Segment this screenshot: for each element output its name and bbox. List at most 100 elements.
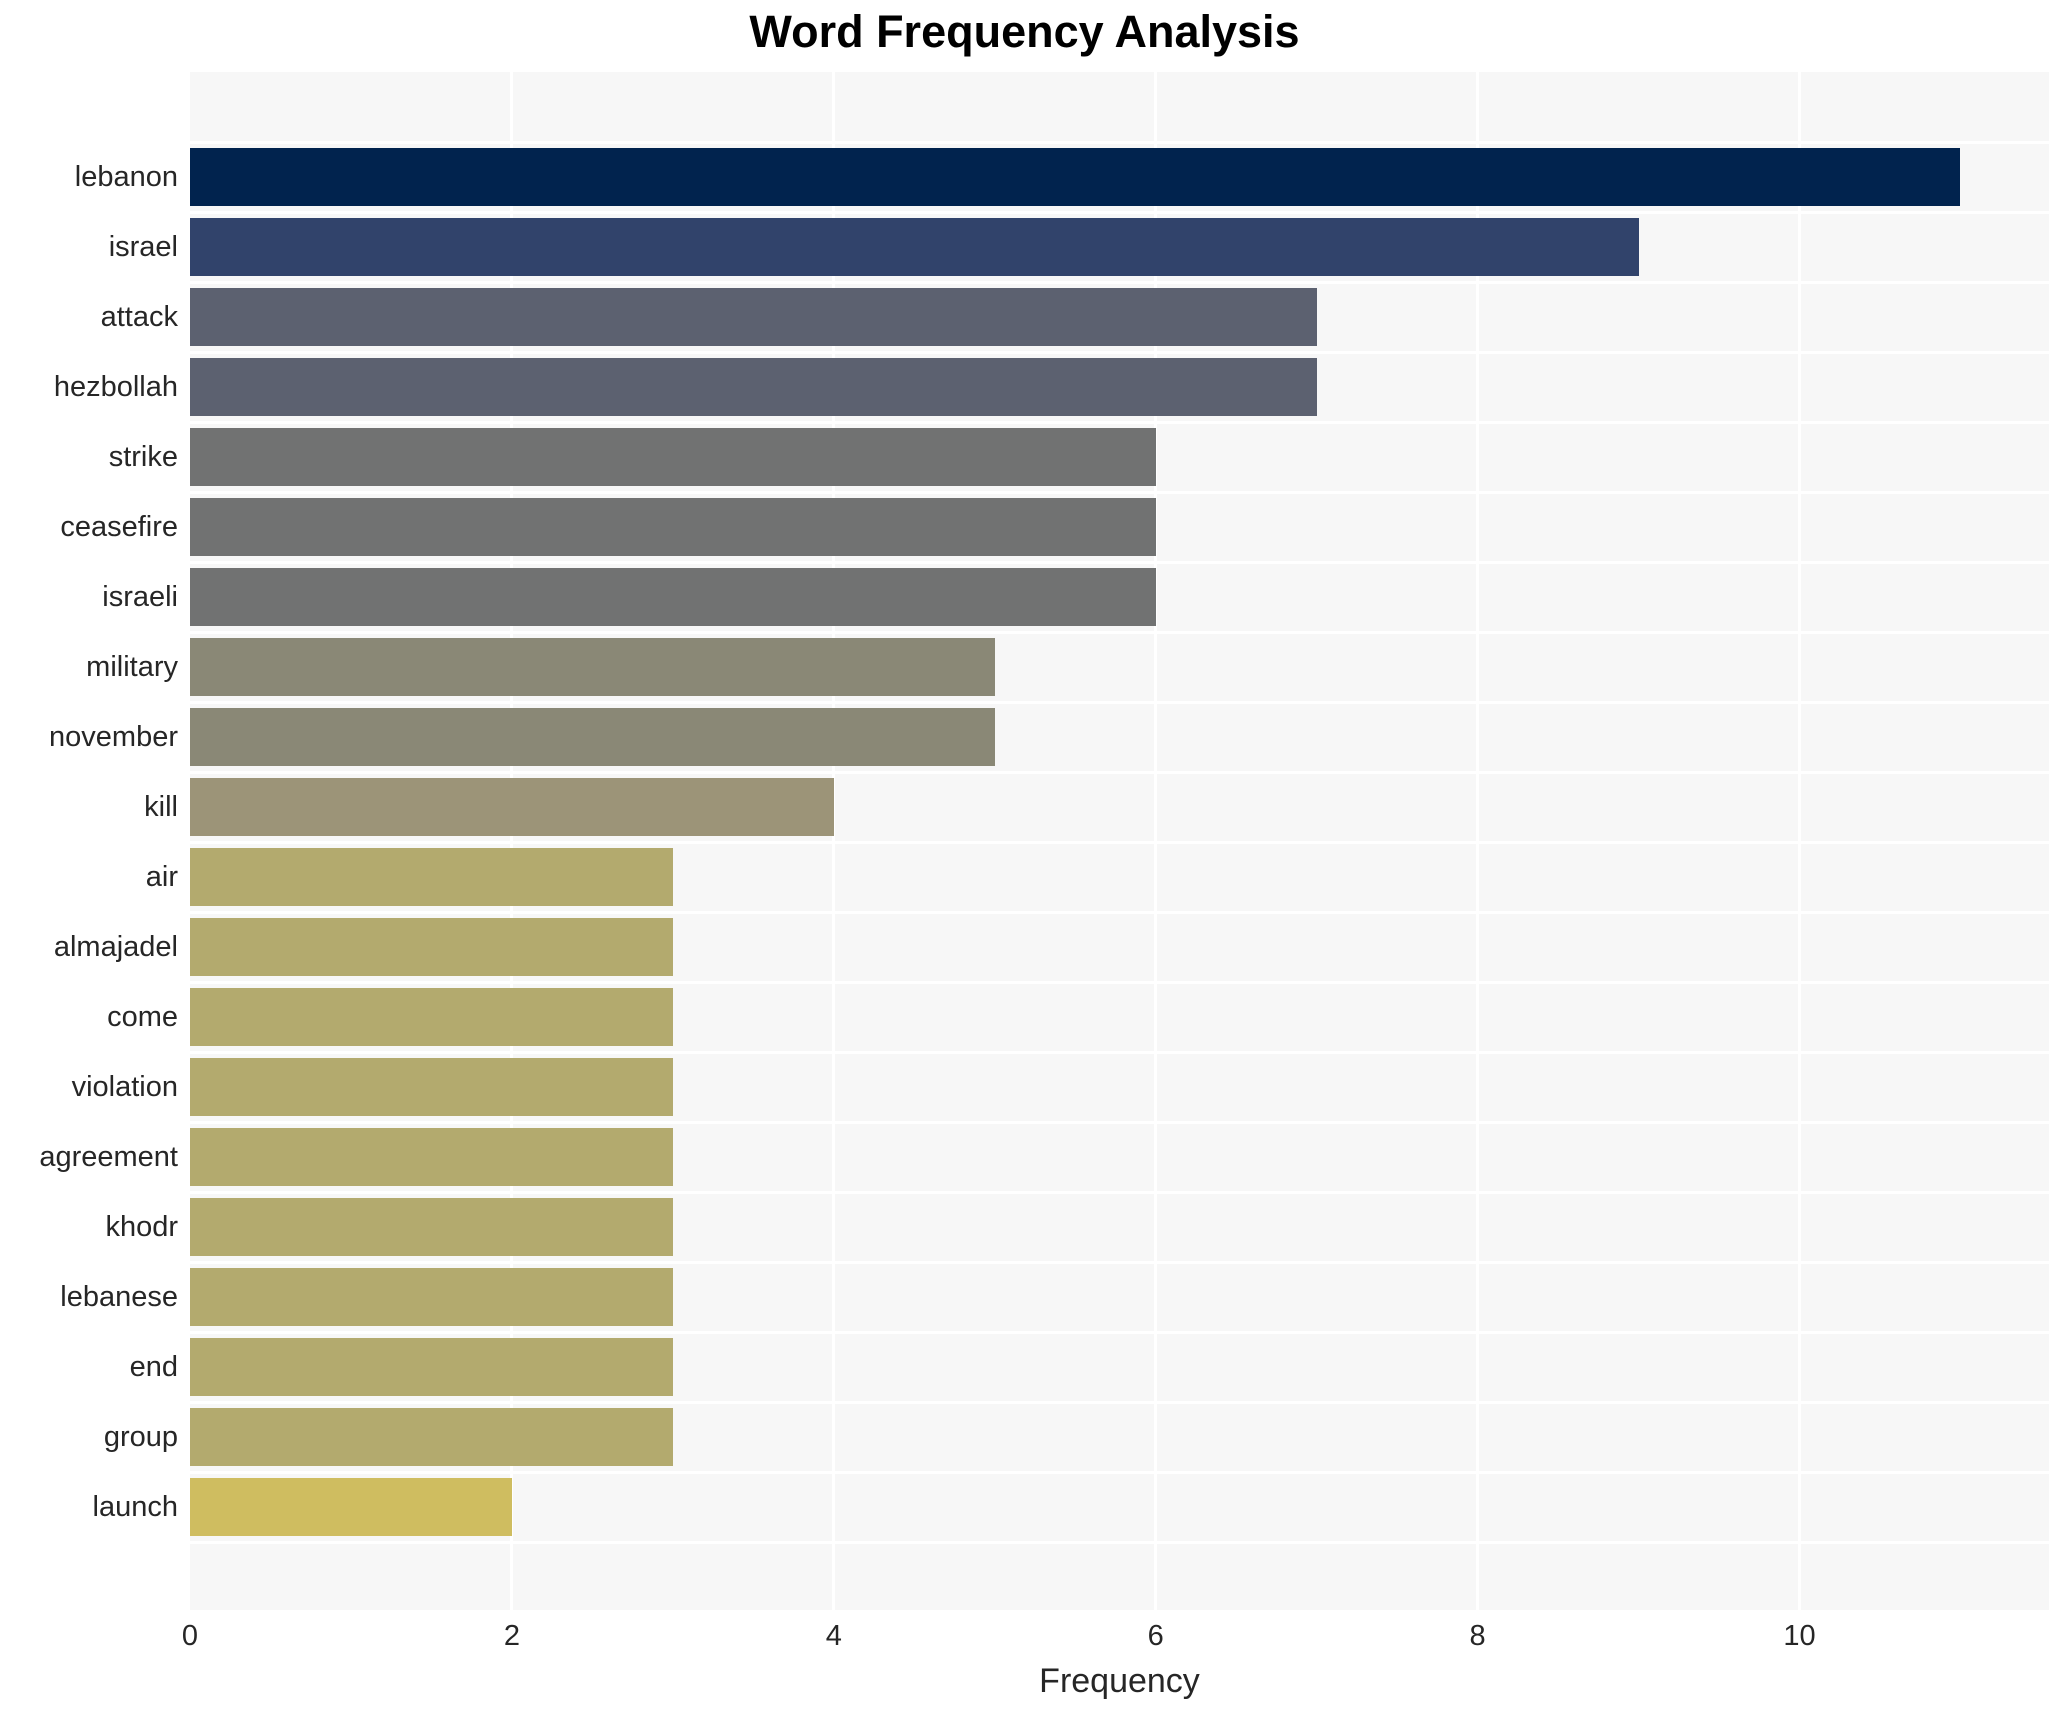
x-tick-label: 4 — [825, 1620, 842, 1652]
bar-row: attack — [0, 282, 2049, 352]
horizontal-gridline — [190, 560, 2049, 564]
bar-row: launch — [0, 1472, 2049, 1542]
bar — [190, 218, 1639, 276]
horizontal-gridline — [190, 210, 2049, 214]
bar-row: november — [0, 702, 2049, 772]
bar-row: israeli — [0, 562, 2049, 632]
bar-zone — [190, 912, 2049, 982]
horizontal-gridline — [190, 1050, 2049, 1054]
category-label: ceasefire — [60, 511, 178, 543]
bar-zone — [190, 492, 2049, 562]
bar — [190, 1268, 673, 1326]
x-tick-label: 6 — [1147, 1620, 1164, 1652]
x-tick-label: 2 — [503, 1620, 520, 1652]
bar-row: agreement — [0, 1122, 2049, 1192]
bar — [190, 918, 673, 976]
category-label: violation — [71, 1071, 178, 1103]
horizontal-gridline — [190, 420, 2049, 424]
bar-zone — [190, 772, 2049, 842]
category-label: lebanon — [74, 161, 178, 193]
bar-zone — [190, 142, 2049, 212]
bar — [190, 1408, 673, 1466]
bar-row: lebanese — [0, 1262, 2049, 1332]
category-label: almajadel — [53, 931, 178, 963]
category-label: end — [129, 1351, 178, 1383]
horizontal-gridline — [190, 770, 2049, 774]
bar-row: come — [0, 982, 2049, 1052]
category-label: israeli — [102, 581, 178, 613]
horizontal-gridline — [190, 1470, 2049, 1474]
x-tick-label: 8 — [1469, 1620, 1486, 1652]
bar — [190, 568, 1156, 626]
category-label: launch — [92, 1491, 178, 1523]
horizontal-gridline — [190, 1540, 2049, 1544]
bar — [190, 1128, 673, 1186]
bar-row: strike — [0, 422, 2049, 492]
category-label: israel — [108, 231, 178, 263]
category-label: hezbollah — [53, 371, 178, 403]
x-tick-label: 10 — [1783, 1620, 1816, 1652]
x-axis-label: Frequency — [1039, 1662, 1200, 1700]
category-label: kill — [144, 791, 178, 823]
horizontal-gridline — [190, 1400, 2049, 1404]
bar — [190, 638, 995, 696]
x-tick-label: 0 — [181, 1620, 199, 1652]
bar — [190, 288, 1317, 346]
bar-row: israel — [0, 212, 2049, 282]
horizontal-gridline — [190, 980, 2049, 984]
bar — [190, 1478, 512, 1536]
category-label: military — [86, 651, 178, 683]
bar — [190, 428, 1156, 486]
horizontal-gridline — [190, 1330, 2049, 1334]
horizontal-gridline — [190, 1120, 2049, 1124]
bar-rows: lebanon israel attack hezbollah strike c… — [0, 142, 2049, 1542]
bar-zone — [190, 632, 2049, 702]
bar — [190, 358, 1317, 416]
bar-zone — [190, 1402, 2049, 1472]
horizontal-gridline — [190, 490, 2049, 494]
bar-row: violation — [0, 1052, 2049, 1122]
horizontal-gridline — [190, 350, 2049, 354]
category-label: air — [145, 861, 178, 893]
category-label: khodr — [105, 1211, 178, 1243]
bar-row: group — [0, 1402, 2049, 1472]
bar — [190, 778, 834, 836]
bar — [190, 988, 673, 1046]
horizontal-gridline — [190, 700, 2049, 704]
bar-row: almajadel — [0, 912, 2049, 982]
bar — [190, 498, 1156, 556]
bar-zone — [190, 1472, 2049, 1542]
bar-row: lebanon — [0, 142, 2049, 212]
bar — [190, 1058, 673, 1116]
bar-zone — [190, 1332, 2049, 1402]
category-label: attack — [100, 301, 178, 333]
bar-zone — [190, 1192, 2049, 1262]
horizontal-gridline — [190, 1190, 2049, 1194]
bar-zone — [190, 212, 2049, 282]
bar-row: ceasefire — [0, 492, 2049, 562]
horizontal-gridline — [190, 140, 2049, 144]
category-label: come — [107, 1001, 178, 1033]
horizontal-gridline — [190, 910, 2049, 914]
bar-zone — [190, 982, 2049, 1052]
bar-zone — [190, 1052, 2049, 1122]
x-axis-ticks: 0 2 4 6 8 10 — [182, 1620, 2049, 1660]
bar-zone — [190, 702, 2049, 772]
bar-row: hezbollah — [0, 352, 2049, 422]
bar-row: kill — [0, 772, 2049, 842]
horizontal-gridline — [190, 840, 2049, 844]
bar-zone — [190, 842, 2049, 912]
bar-zone — [190, 562, 2049, 632]
bar-row: military — [0, 632, 2049, 702]
category-label: group — [103, 1421, 178, 1453]
category-label: november — [49, 721, 178, 753]
category-label: agreement — [39, 1141, 178, 1173]
bar-zone — [190, 1122, 2049, 1192]
horizontal-gridline — [190, 1260, 2049, 1264]
horizontal-gridline — [190, 630, 2049, 634]
bar-zone — [190, 1262, 2049, 1332]
category-label: strike — [108, 441, 178, 473]
bar — [190, 848, 673, 906]
bar-zone — [190, 422, 2049, 492]
